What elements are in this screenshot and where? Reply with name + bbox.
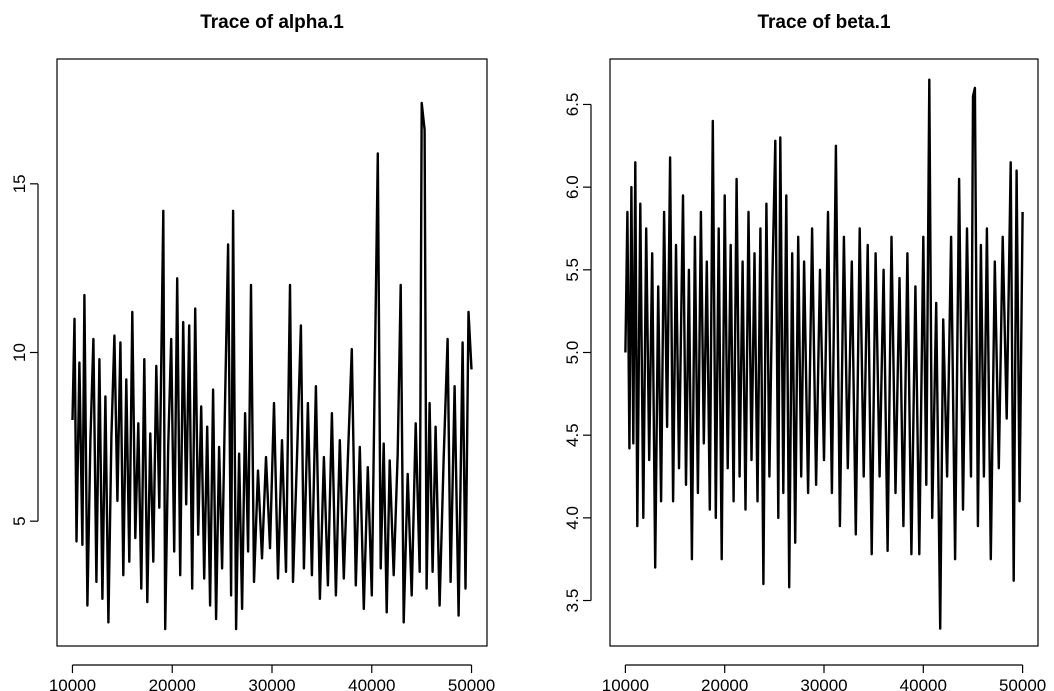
chart-2-x-tick-label: 40000: [900, 676, 947, 691]
chart-1-x-tick-label: 30000: [248, 676, 295, 691]
chart-2-x-tick-label: 10000: [602, 676, 649, 691]
chart-2-plot-frame: [609, 58, 1039, 647]
chart-1-y-tick-label: 10: [10, 343, 29, 362]
chart-2-x-tick-label: 30000: [800, 676, 847, 691]
chart-2-y-tick-label: 6.5: [563, 93, 582, 117]
chart-1-trace-line: [71, 101, 473, 631]
chart-1-y-tick-label: 15: [10, 174, 29, 193]
chart-2-title: Trace of beta.1: [757, 12, 890, 33]
chart-2-trace-line: [624, 78, 1024, 630]
chart-2-y-tick-label: 5.0: [563, 341, 582, 365]
chart-2-y-tick-label: 3.5: [563, 589, 582, 613]
chart-1-plot-frame: [56, 58, 488, 647]
chart-2-y-tick-label: 5.5: [563, 258, 582, 282]
chart-1-y-tick-label: 5: [10, 516, 29, 525]
chart-2-y-tick-label: 6.0: [563, 175, 582, 199]
chart-1-x-tick-label: 50000: [448, 676, 495, 691]
chart-2-x-tick-label: 50000: [999, 676, 1046, 691]
chart-1-x-tick-label: 20000: [149, 676, 196, 691]
chart-2-y-tick-label: 4.0: [563, 506, 582, 530]
chart-1-x-tick-label: 10000: [49, 676, 96, 691]
chart-1-x-tick-label: 40000: [348, 676, 395, 691]
chart-2-x-tick-label: 20000: [701, 676, 748, 691]
chart-2-y-tick-label: 4.5: [563, 423, 582, 447]
chart-1-title: Trace of alpha.1: [200, 12, 344, 33]
